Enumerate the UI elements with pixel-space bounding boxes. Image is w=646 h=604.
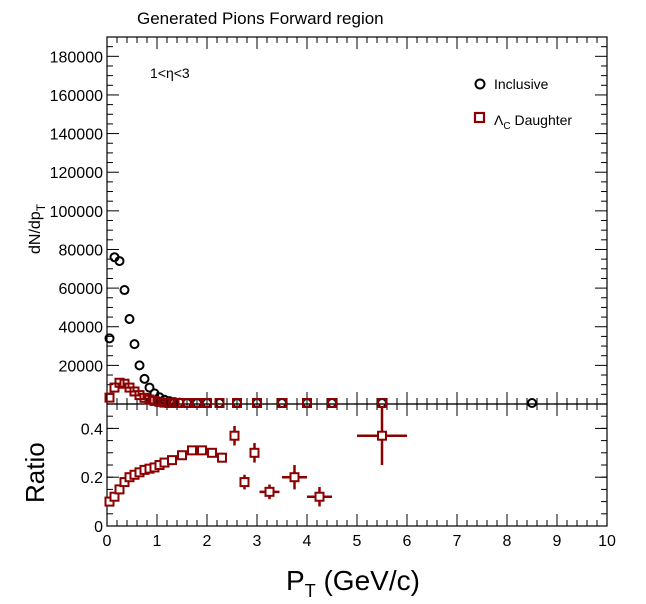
eta-range-annotation: 1<η<3	[150, 65, 190, 81]
chart-title: Generated Pions Forward region	[137, 9, 384, 28]
inclusive-point	[144, 382, 155, 393]
x-tick-label: 9	[553, 533, 562, 550]
ratio-point	[249, 443, 260, 463]
x-label-sub: T	[305, 581, 316, 601]
lambda-daughter-point	[277, 398, 287, 408]
inclusive-point	[134, 360, 145, 371]
legend-marker-lambda	[473, 111, 486, 124]
lambda-daughter-point	[302, 398, 312, 408]
inclusive-point	[139, 373, 150, 384]
inclusive-point	[129, 339, 140, 350]
x-tick-label: 10	[598, 533, 616, 550]
inclusive-point	[119, 285, 130, 296]
ratio-y-axis-label: Ratio	[20, 442, 50, 503]
top-y-tick-label: 60000	[59, 281, 104, 298]
ratio-marker	[177, 450, 187, 461]
inclusive-point	[104, 333, 115, 344]
legend-label-inclusive: Inclusive	[494, 76, 549, 92]
ratio-marker	[187, 445, 197, 456]
top-y-tick-label: 180000	[50, 49, 103, 66]
ratio-point	[207, 447, 217, 458]
top-y-label-sub: T	[34, 203, 48, 211]
inclusive-point	[377, 398, 387, 408]
legend-marker-inclusive	[474, 78, 486, 90]
x-tick-label: 2	[203, 533, 212, 550]
top-y-tick-label: 120000	[50, 165, 103, 182]
ratio-y-tick-label: 0	[94, 519, 103, 536]
top-panel-frame	[106, 36, 608, 405]
legend-lambda-sub: C	[503, 121, 510, 132]
ratio-point	[282, 465, 307, 490]
ratio-point	[239, 474, 250, 490]
top-y-tick-label: 40000	[59, 320, 104, 337]
x-tick-label: 1	[153, 533, 162, 550]
ratio-marker	[314, 491, 325, 502]
ratio-marker	[289, 472, 300, 483]
x-label-rest: (GeV/c)	[316, 565, 420, 596]
x-axis-label: PT (GeV/c)	[286, 565, 420, 601]
lambda-daughter-point	[232, 398, 242, 408]
ratio-y-tick-label: 0.4	[81, 421, 103, 438]
legend-label-lambda: ΛC Daughter	[494, 112, 572, 132]
top-y-tick-label: 80000	[59, 242, 104, 259]
legend: Inclusive ΛC Daughter	[473, 76, 572, 132]
top-y-tick-label: 100000	[50, 204, 103, 221]
ratio-marker	[229, 430, 240, 441]
inclusive-point	[327, 398, 337, 408]
top-y-label-main: dN/dp	[27, 211, 44, 254]
x-tick-label: 8	[503, 533, 512, 550]
ratio-marker	[264, 486, 275, 497]
lambda-daughter-point	[214, 398, 225, 408]
top-y-tick-label: 140000	[50, 127, 103, 144]
ratio-marker	[207, 447, 217, 458]
ratio-point	[177, 450, 187, 461]
ratio-marker	[377, 430, 387, 441]
lambda-daughter-point	[192, 398, 202, 408]
legend-lambda-symbol: Λ	[494, 112, 504, 128]
x-tick-label: 5	[353, 533, 362, 550]
x-tick-label: 6	[403, 533, 412, 550]
ratio-panel-axes: 0 0.2 0.4 0 1 2 3 4 5 6 7 8 9 10	[81, 403, 616, 550]
x-tick-label: 4	[303, 533, 312, 550]
lambda-daughter-point	[104, 392, 115, 403]
ratio-panel-markers	[104, 406, 407, 507]
ratio-marker	[217, 452, 227, 463]
x-tick-label: 7	[453, 533, 462, 550]
lambda-daughter-point	[252, 398, 262, 408]
ratio-marker	[249, 447, 260, 458]
ratio-point	[229, 425, 240, 446]
inclusive-point	[277, 398, 287, 408]
ratio-marker	[197, 445, 207, 456]
inclusive-point	[527, 398, 537, 408]
top-y-tick-label: 20000	[59, 358, 104, 375]
ratio-point	[217, 452, 227, 463]
ratio-marker	[167, 455, 177, 466]
ratio-panel-frame	[106, 403, 608, 527]
lambda-daughter-point	[202, 398, 212, 408]
ratio-point	[357, 406, 407, 465]
x-tick-label: 0	[103, 533, 112, 550]
ratio-marker	[239, 477, 250, 488]
x-tick-label: 3	[253, 533, 262, 550]
ratio-point	[259, 484, 280, 500]
ratio-y-tick-label: 0.2	[81, 470, 103, 487]
ratio-point	[197, 445, 207, 456]
ratio-point	[167, 455, 177, 466]
ratio-point	[187, 445, 197, 456]
lambda-daughter-point	[327, 398, 337, 408]
lambda-daughter-point	[182, 398, 192, 408]
top-panel-markers	[104, 252, 537, 408]
inclusive-point	[114, 256, 125, 267]
top-y-tick-label: 160000	[50, 88, 103, 105]
legend-lambda-rest: Daughter	[511, 112, 573, 128]
inclusive-point	[124, 314, 135, 325]
top-y-axis-label: dN/dpT	[27, 203, 48, 254]
ratio-point	[307, 486, 332, 507]
x-label-main: P	[286, 565, 305, 596]
